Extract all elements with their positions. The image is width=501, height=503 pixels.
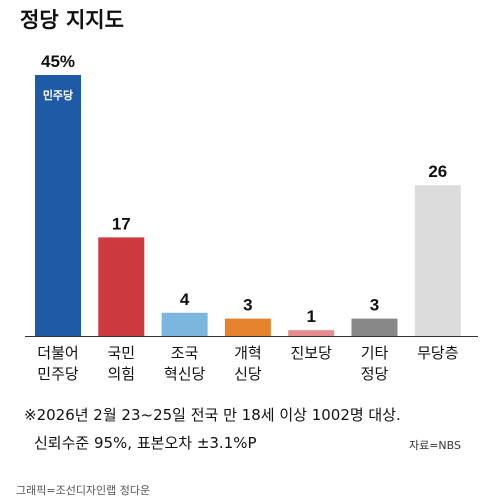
category-label-3-0: 개혁 [234, 344, 262, 362]
value-label-2: 4 [180, 290, 190, 309]
category-label-3-1: 신당 [234, 365, 262, 383]
bar-6 [414, 185, 461, 336]
category-label-0-0: 더불어 [37, 344, 78, 362]
bar-5 [351, 318, 398, 336]
graphic-credit: 그래픽=조선디자인랩 정다운 [16, 484, 151, 497]
value-label-4: 1 [306, 307, 315, 326]
source-label: 자료=NBS [408, 439, 461, 452]
category-label-2-0: 조국 [171, 344, 199, 362]
survey-margin-note: 신뢰수준 95%, 표본오차 ±3.1%P [34, 434, 257, 452]
party-logo: 민주당 [43, 88, 73, 102]
category-label-1-1: 의힘 [107, 365, 135, 383]
value-label-5: 3 [370, 296, 379, 315]
category-label-6-0: 무당층 [417, 344, 458, 362]
category-label-5-0: 기타 [361, 344, 389, 362]
value-label-0: 45% [41, 52, 75, 71]
bar-0 [35, 75, 81, 336]
chart-title: 정당 지지도 [20, 8, 124, 32]
value-label-3: 3 [243, 296, 252, 315]
category-label-0-1: 민주당 [37, 365, 79, 383]
bar-2 [161, 312, 208, 336]
category-label-4-0: 진보당 [290, 344, 332, 362]
bar-4 [288, 330, 335, 336]
category-label-2-1: 혁신당 [164, 365, 206, 383]
bar-3 [224, 318, 271, 336]
bar-1 [98, 237, 145, 336]
value-label-6: 26 [428, 162, 447, 181]
category-label-5-1: 정당 [361, 365, 389, 383]
value-label-1: 17 [112, 214, 131, 233]
category-label-1-0: 국민 [107, 344, 135, 362]
bar-chart: 45%더불어민주당17국민의힘4조국혁신당3개혁신당1진보당3기타정당26무당층… [25, 52, 478, 383]
survey-note: ※2026년 2월 23~25일 전국 만 18세 이상 1002명 대상. [24, 406, 401, 424]
